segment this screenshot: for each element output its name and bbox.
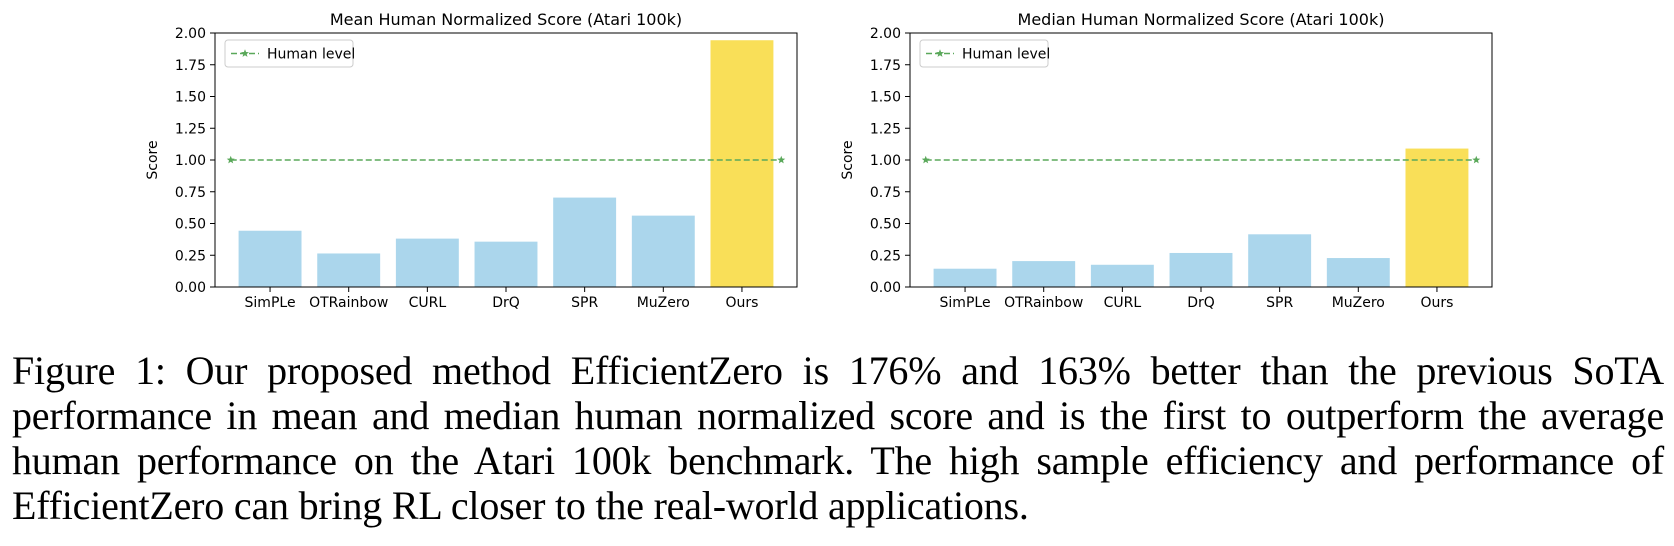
x-tick-label: SPR — [571, 295, 598, 311]
y-tick-label: 0.50 — [175, 217, 206, 233]
bar-curl — [395, 238, 459, 287]
y-tick-label: 1.75 — [870, 58, 901, 74]
x-tick-label: DrQ — [1187, 295, 1215, 311]
y-tick-label: 0.00 — [870, 280, 901, 296]
x-tick-label: OTRainbow — [309, 295, 388, 311]
y-tick-label: 1.00 — [175, 153, 206, 169]
y-tick-label: 0.75 — [175, 185, 206, 201]
bar-otrainbow — [317, 253, 381, 287]
x-tick-label: CURL — [1104, 295, 1142, 311]
legend: Human level — [224, 39, 355, 68]
legend-label: Human level — [267, 47, 355, 63]
y-tick-label: 0.75 — [870, 185, 901, 201]
y-tick-label: 0.25 — [870, 248, 901, 264]
legend-box — [919, 39, 1049, 68]
x-tick-label: Ours — [725, 295, 758, 311]
y-tick-label: 1.00 — [870, 153, 901, 169]
x-tick-label: DrQ — [492, 295, 520, 311]
legend: Human level — [919, 39, 1050, 68]
legend-label: Human level — [962, 47, 1050, 63]
y-tick-label: 0.25 — [175, 248, 206, 264]
y-tick-label: 0.50 — [870, 217, 901, 233]
x-tick-label: Ours — [1420, 295, 1453, 311]
x-tick-label: MuZero — [637, 295, 690, 311]
chart-title: Median Human Normalized Score (Atari 100… — [1018, 10, 1385, 29]
bar-drq — [1169, 252, 1233, 287]
bar-simple — [238, 230, 302, 287]
mean-score-chart: Mean Human Normalized Score (Atari 100k)… — [145, 10, 798, 311]
human-level-marker-end — [1472, 155, 1481, 164]
legend-box — [224, 39, 354, 68]
chart-title: Mean Human Normalized Score (Atari 100k) — [330, 10, 682, 29]
bar-muzero — [631, 215, 695, 287]
x-tick-label: SimPLe — [940, 295, 991, 311]
y-axis-label: Score — [840, 140, 856, 179]
figure-charts: Mean Human Normalized Score (Atari 100k)… — [145, 10, 1493, 311]
y-axis-label: Score — [145, 140, 161, 179]
x-tick-label: OTRainbow — [1004, 295, 1083, 311]
bar-spr — [553, 197, 617, 287]
bar-ours — [710, 40, 774, 287]
bar-drq — [474, 241, 538, 287]
legend-star-icon — [936, 49, 944, 57]
y-tick-label: 1.25 — [175, 121, 206, 137]
y-tick-label: 2.00 — [870, 26, 901, 42]
y-tick-label: 1.75 — [175, 58, 206, 74]
bar-spr — [1248, 234, 1312, 287]
human-level-marker-start — [921, 155, 930, 164]
y-tick-label: 2.00 — [175, 26, 206, 42]
y-tick-label: 1.50 — [870, 90, 901, 106]
bar-otrainbow — [1012, 261, 1076, 287]
human-level-marker-start — [226, 155, 235, 164]
x-tick-label: MuZero — [1332, 295, 1385, 311]
x-tick-label: SPR — [1266, 295, 1293, 311]
human-level-marker-end — [777, 155, 786, 164]
figure-caption: Figure 1: Our proposed method EfficientZ… — [12, 348, 1664, 528]
bar-muzero — [1326, 258, 1390, 287]
x-tick-label: SimPLe — [245, 295, 296, 311]
y-tick-label: 0.00 — [175, 280, 206, 296]
bar-simple — [933, 268, 997, 287]
y-tick-label: 1.25 — [870, 121, 901, 137]
bar-ours — [1405, 148, 1469, 287]
x-tick-label: CURL — [409, 295, 447, 311]
median-score-chart: Median Human Normalized Score (Atari 100… — [840, 10, 1493, 311]
legend-star-icon — [241, 49, 249, 57]
bar-curl — [1090, 264, 1154, 287]
y-tick-label: 1.50 — [175, 90, 206, 106]
